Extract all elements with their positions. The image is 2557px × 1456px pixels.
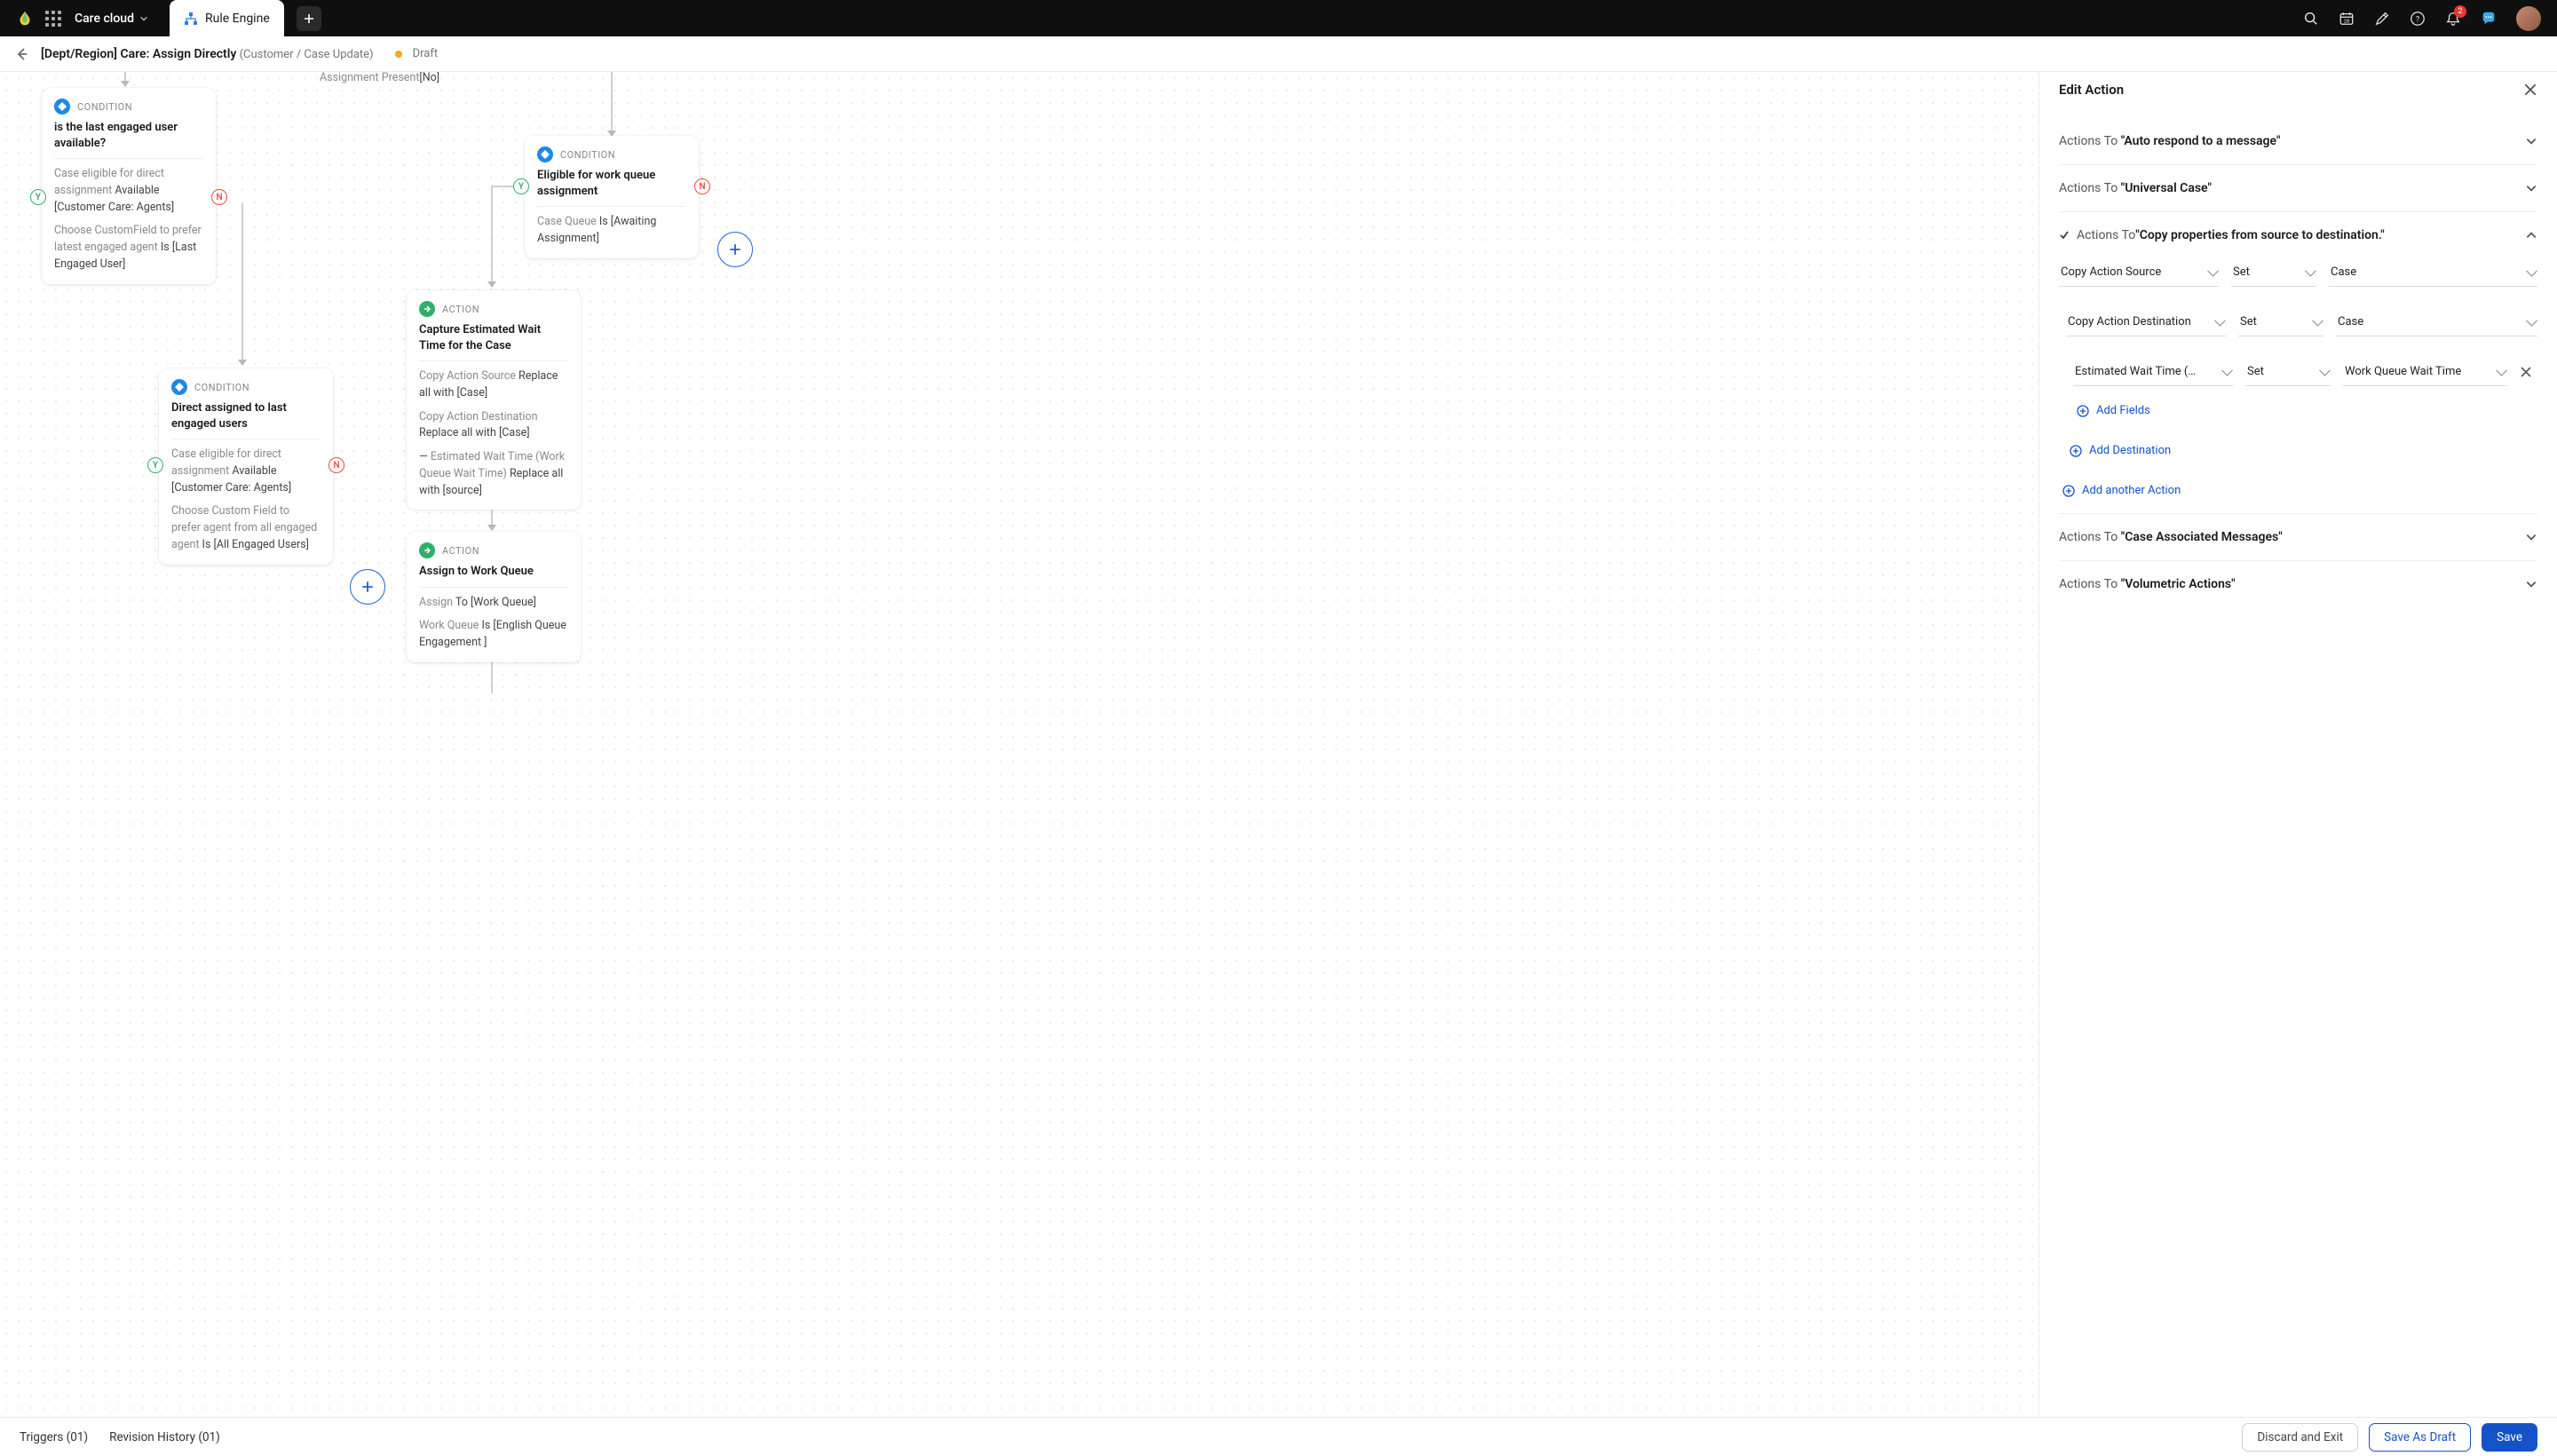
select-operator[interactable]: Set (2238, 308, 2323, 336)
tab-label: Rule Engine (205, 12, 270, 26)
port-no: N (694, 178, 710, 194)
port-yes: Y (513, 178, 529, 194)
add-action-link[interactable]: Add another Action (2062, 484, 2537, 497)
notifications-icon[interactable]: 2 (2445, 11, 2461, 27)
svg-text:?: ? (2416, 15, 2419, 24)
rule-canvas[interactable]: Assignment Present[No] CONDITION is (0, 72, 2038, 1417)
save-draft-button[interactable]: Save As Draft (2369, 1423, 2471, 1452)
chevron-down-icon (2525, 531, 2537, 543)
accordion-copy-properties[interactable]: Actions To "Copy properties from source … (2059, 212, 2537, 514)
condition-icon (54, 99, 70, 115)
select-value[interactable]: Case (2329, 258, 2537, 287)
svg-text:28: 28 (2344, 19, 2350, 24)
action-icon (419, 542, 435, 558)
select-value[interactable]: Case (2336, 308, 2537, 336)
app-logo-icon[interactable] (14, 8, 36, 29)
hierarchy-icon (184, 12, 198, 26)
edit-action-panel: Edit Action Actions To "Auto respond to … (2038, 72, 2557, 1417)
cloud-selector[interactable]: Care cloud (75, 12, 148, 26)
port-yes: Y (147, 457, 163, 473)
plus-icon (728, 242, 742, 257)
save-button[interactable]: Save (2482, 1423, 2537, 1452)
add-tab-button[interactable] (297, 6, 321, 31)
add-node-button[interactable] (717, 232, 753, 267)
page-title: [Dept/Region] Care: Assign Directly (Cus… (41, 47, 374, 61)
chat-icon[interactable] (2481, 11, 2497, 27)
triggers-link[interactable]: Triggers (01) (20, 1430, 88, 1444)
condition-icon (171, 379, 187, 395)
select-field[interactable]: Estimated Wait Time (… (2073, 358, 2233, 386)
action-icon (419, 301, 435, 317)
cloud-name-label: Care cloud (75, 12, 134, 26)
select-copy-source[interactable]: Copy Action Source (2059, 258, 2219, 287)
accordion-universal-case[interactable]: Actions To "Universal Case" (2059, 165, 2537, 212)
revision-history-link[interactable]: Revision History (01) (109, 1430, 220, 1444)
add-node-button[interactable] (350, 569, 385, 605)
discard-button[interactable]: Discard and Exit (2242, 1423, 2358, 1452)
chevron-up-icon (2525, 229, 2537, 241)
port-no: N (211, 189, 227, 205)
avatar[interactable] (2516, 6, 2541, 31)
accordion-volumetric[interactable]: Actions To "Volumetric Actions" (2059, 561, 2537, 607)
select-operator[interactable]: Set (2245, 358, 2331, 386)
chevron-down-icon (139, 14, 148, 23)
status-badge: Draft (413, 47, 439, 60)
condition-node[interactable]: CONDITION Direct assigned to last engage… (159, 368, 333, 565)
plus-circle-icon (2070, 445, 2082, 457)
accordion-auto-respond[interactable]: Actions To "Auto respond to a message" (2059, 118, 2537, 165)
check-icon (2059, 230, 2070, 241)
select-operator[interactable]: Set (2231, 258, 2316, 287)
footer: Triggers (01) Revision History (01) Disc… (0, 1417, 2557, 1456)
chevron-down-icon (2525, 135, 2537, 147)
select-copy-destination[interactable]: Copy Action Destination (2066, 308, 2226, 336)
plus-icon (360, 580, 375, 594)
tab-rule-engine[interactable]: Rule Engine (170, 0, 284, 36)
chevron-down-icon (2525, 182, 2537, 194)
calendar-icon[interactable]: 28 (2339, 11, 2355, 27)
close-icon[interactable] (2523, 83, 2537, 97)
add-destination-link[interactable]: Add Destination (2070, 444, 2537, 457)
port-no: N (329, 457, 344, 473)
page-header: [Dept/Region] Care: Assign Directly (Cus… (0, 36, 2557, 72)
app-switcher-icon[interactable] (43, 8, 64, 29)
back-arrow-icon[interactable] (14, 46, 30, 62)
action-node[interactable]: ACTION Assign to Work Queue Assign To [W… (407, 532, 581, 662)
plus-icon (303, 12, 315, 25)
condition-node[interactable]: CONDITION Eligible for work queue assign… (525, 136, 699, 258)
help-icon[interactable]: ? (2410, 11, 2426, 27)
notification-badge: 2 (2454, 5, 2466, 18)
status-dot-icon (395, 51, 402, 58)
edit-icon[interactable] (2374, 11, 2390, 27)
chevron-down-icon (2525, 578, 2537, 590)
remove-row-icon[interactable] (2520, 366, 2532, 378)
condition-node[interactable]: CONDITION is the last engaged user avail… (42, 88, 216, 284)
canvas-fragment: Assignment Present[No] (320, 72, 439, 84)
accordion-case-messages[interactable]: Actions To "Case Associated Messages" (2059, 514, 2537, 561)
condition-icon (537, 146, 553, 162)
panel-title: Edit Action (2059, 82, 2124, 98)
action-node[interactable]: ACTION Capture Estimated Wait Time for t… (407, 290, 581, 510)
plus-circle-icon (2062, 485, 2075, 497)
plus-circle-icon (2077, 405, 2089, 417)
port-yes: Y (30, 189, 46, 205)
select-value[interactable]: Work Queue Wait Time (2343, 358, 2507, 386)
topbar: Care cloud Rule Engine 28 ? 2 (0, 0, 2557, 36)
search-icon[interactable] (2303, 11, 2319, 27)
add-fields-link[interactable]: Add Fields (2077, 404, 2537, 417)
